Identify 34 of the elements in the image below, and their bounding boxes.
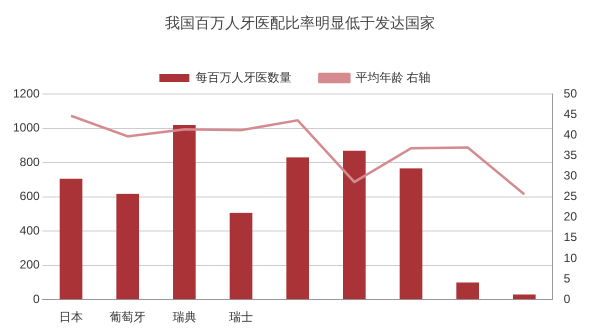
y2-tick-label: 30: [564, 168, 578, 183]
bar: [60, 178, 82, 300]
y2-tick-label: 5: [564, 271, 571, 286]
bar: [456, 282, 479, 300]
bar: [230, 212, 252, 300]
y-tick-label: 0: [33, 292, 40, 306]
y2-tick-label: 10: [564, 250, 578, 265]
bar: [512, 294, 536, 300]
x-tick-label: 葡萄牙: [110, 310, 146, 324]
y-tick-label: 1000: [12, 120, 40, 135]
y-tick-label: 400: [20, 223, 40, 238]
legend-label: 平均年龄 右轴: [355, 70, 431, 84]
y2-tick-label: 45: [564, 106, 578, 121]
y-tick-label: 800: [20, 154, 40, 169]
y-tick-label: 600: [20, 189, 40, 204]
bar: [400, 168, 422, 300]
y2-tick-label: 50: [564, 86, 578, 100]
y2-tick-label: 25: [564, 189, 578, 204]
y2-tick-label: 15: [564, 230, 578, 244]
y2-tick-label: 40: [564, 127, 578, 142]
y-tick-label: 1200: [12, 86, 40, 100]
x-tick-label: 瑞士: [229, 310, 254, 324]
bar: [116, 194, 140, 300]
y2-tick-label: 20: [564, 210, 578, 224]
y-tick-label: 200: [20, 258, 40, 272]
x-tick-label: 日本: [59, 310, 84, 324]
bar: [343, 150, 366, 300]
chart-title: 我国百万人牙医配比率明显低于发达国家: [164, 13, 436, 34]
legend-label: 每百万人牙医数量: [195, 70, 292, 84]
x-tick-label: 瑞典: [172, 310, 196, 324]
bar: [173, 125, 196, 300]
y2-tick-label: 0: [564, 292, 571, 306]
y2-tick-label: 35: [564, 148, 578, 162]
bar: [286, 157, 310, 300]
